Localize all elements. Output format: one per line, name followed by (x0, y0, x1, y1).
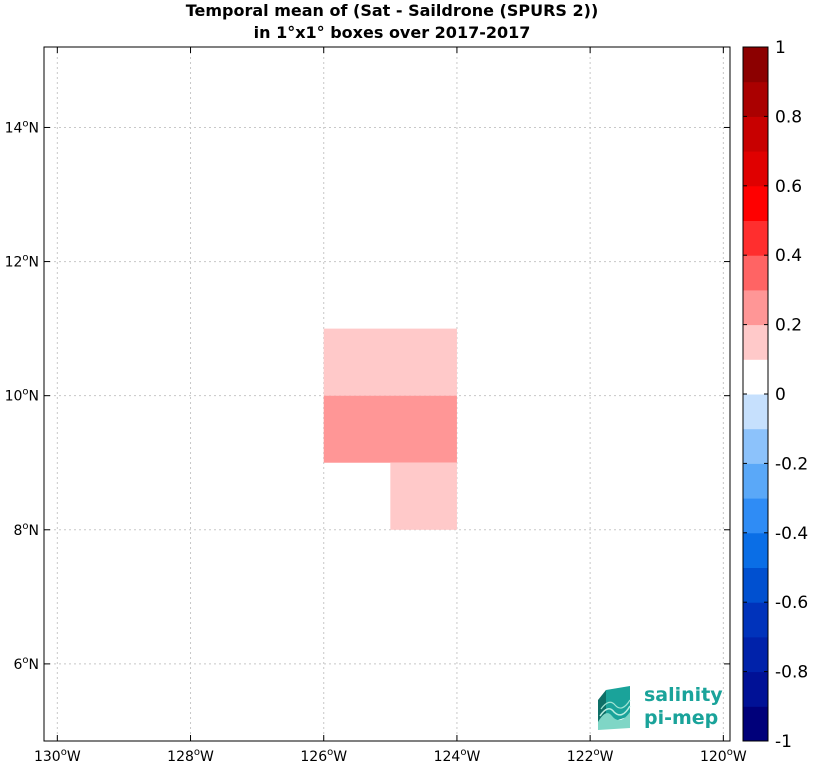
colorbar-bin (743, 255, 768, 291)
chart-title-line-2: in 1°x1° boxes over 2017-2017 (254, 23, 531, 42)
colorbar-tick-label: 0.4 (775, 246, 802, 266)
y-tick-labels: 6oN 8oN 10oN 12oN 14oN (5, 118, 39, 672)
colorbar-bin (743, 359, 768, 395)
y-tick-label: 12oN (5, 253, 39, 271)
data-cell (390, 462, 457, 530)
colorbar-tick-label: -0.2 (775, 454, 808, 474)
axis-ticks (44, 47, 730, 741)
y-tick-label: 6oN (13, 655, 39, 673)
waves-logo-icon (598, 686, 631, 730)
logo-text-salinity: salinity (644, 684, 723, 706)
data-cells (323, 328, 457, 530)
x-tick-label: 128oW (167, 747, 214, 763)
colorbar-bin (743, 116, 768, 152)
x-tick-labels: 130oW 128oW 126oW 124oW 122oW 120oW (34, 747, 747, 763)
colorbar-tick-label: -0.6 (775, 593, 808, 613)
colorbar-tick-label: 0 (775, 385, 786, 405)
colorbar-bin (743, 463, 768, 499)
colorbar-bin (743, 532, 768, 568)
colorbar-bin (743, 671, 768, 707)
colorbar-tick-label: 0.2 (775, 316, 802, 336)
colorbar-bin (743, 185, 768, 221)
colorbar-labels: 1 0.8 0.6 0.4 0.2 0 -0.2 -0.4 -0.6 -0.8 -1 (775, 38, 808, 752)
colorbar-bin (743, 151, 768, 187)
colorbar-bin (743, 81, 768, 117)
colorbar-bin (743, 498, 768, 534)
data-cell (323, 328, 457, 396)
colorbar-bin (743, 47, 768, 83)
y-tick-label: 8oN (13, 521, 39, 539)
colorbar-bin (743, 428, 768, 464)
logo-text-pi-mep: pi-mep (644, 707, 718, 729)
y-tick-label: 14oN (5, 118, 39, 136)
colorbar-tick-label: 1 (775, 38, 786, 58)
x-tick-label: 120oW (700, 747, 747, 763)
colorbar-tick-label: 0.8 (775, 107, 802, 127)
plot-frame (43, 46, 731, 742)
colorbar-bin (743, 394, 768, 430)
x-tick-label: 122oW (567, 747, 614, 763)
x-tick-label: 130oW (34, 747, 81, 763)
colorbar-bin (743, 602, 768, 638)
colorbar-tick-label: -1 (775, 732, 792, 752)
salinity-pimep-logo: salinity pi-mep (598, 684, 723, 730)
data-cell (323, 395, 457, 463)
colorbar-bin (743, 706, 768, 742)
colorbar-bin (743, 636, 768, 673)
chart-title-line-1: Temporal mean of (Sat - Saildrone (SPURS… (186, 1, 599, 20)
colorbar-bin (743, 289, 768, 326)
colorbar-tick-label: 0.6 (775, 177, 802, 197)
colorbar-tick-label: -0.4 (775, 524, 808, 544)
y-tick-label: 10oN (5, 387, 39, 405)
colorbar-bin (743, 220, 768, 256)
x-tick-label: 124oW (434, 747, 481, 763)
colorbar (742, 46, 769, 742)
colorbar-tick-label: -0.8 (775, 663, 808, 683)
colorbar-bin (743, 567, 768, 603)
x-tick-label: 126oW (300, 747, 347, 763)
colorbar-bin (743, 324, 768, 360)
